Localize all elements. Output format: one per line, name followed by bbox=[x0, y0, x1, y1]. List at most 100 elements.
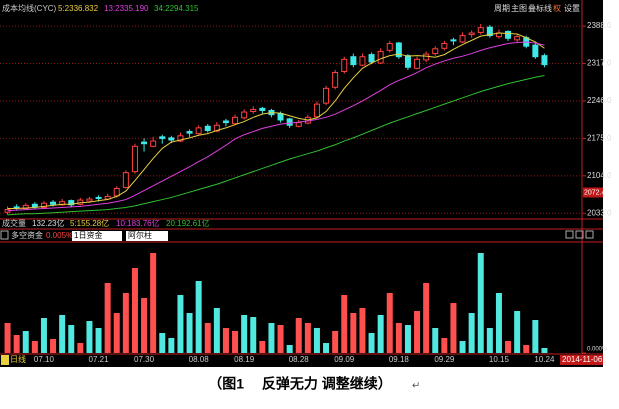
toolbar-item[interactable]: 叠标线 bbox=[528, 3, 552, 13]
date-badge bbox=[560, 355, 603, 365]
x-tick-label: 10.24 bbox=[534, 355, 555, 364]
candle-body bbox=[68, 200, 75, 206]
dropdown[interactable] bbox=[72, 231, 122, 241]
bar bbox=[195, 281, 202, 353]
x-tick-label: 09.09 bbox=[334, 355, 355, 364]
bar bbox=[459, 341, 466, 353]
candle-body bbox=[204, 125, 211, 132]
candle-body bbox=[341, 58, 348, 72]
candle-body bbox=[486, 26, 493, 37]
bar bbox=[295, 318, 302, 353]
indicator-title: 成本均线(CYC) bbox=[2, 3, 57, 13]
dropdown-text[interactable]: 1日资金 bbox=[74, 230, 102, 240]
ma-line bbox=[7, 75, 545, 216]
x-tick-label: 08.19 bbox=[234, 355, 255, 364]
toolbar-item[interactable]: 设置 bbox=[564, 3, 580, 13]
ma-line bbox=[7, 41, 545, 212]
candle-body bbox=[232, 116, 239, 125]
price-badge bbox=[583, 187, 603, 198]
toolbar-item[interactable]: 权 bbox=[553, 3, 561, 13]
y-tick-label: 0.000% bbox=[587, 347, 608, 353]
return-mark: ↵ bbox=[412, 381, 420, 392]
candle-body bbox=[241, 111, 248, 119]
dropdown-text[interactable]: 阿尔柱 bbox=[128, 230, 152, 240]
bar bbox=[113, 313, 120, 353]
bar bbox=[341, 295, 348, 353]
dropdown[interactable] bbox=[126, 231, 168, 241]
candle-body bbox=[459, 35, 466, 43]
candle-body bbox=[532, 44, 539, 58]
caption: （图1 反弹无力 调整继续） bbox=[208, 376, 392, 392]
candle-body bbox=[350, 56, 357, 66]
bar bbox=[404, 325, 411, 353]
candle-body bbox=[95, 196, 102, 199]
panel-title: 多空资金 bbox=[11, 230, 43, 240]
candle-body bbox=[423, 53, 430, 61]
bar bbox=[31, 341, 38, 353]
bar bbox=[332, 331, 339, 353]
candle-body bbox=[186, 131, 193, 134]
bar bbox=[50, 339, 57, 353]
bar bbox=[514, 311, 521, 353]
candle-body bbox=[159, 136, 166, 139]
y-tick-label: 2246.0 bbox=[587, 96, 612, 105]
y-tick-label: 2388.0 bbox=[587, 21, 612, 30]
candle-body bbox=[386, 43, 393, 51]
x-tick-label: 08.08 bbox=[189, 355, 210, 364]
candle-body bbox=[250, 108, 257, 113]
bar bbox=[232, 331, 239, 353]
x-tick-label: 09.29 bbox=[434, 355, 455, 364]
bar bbox=[4, 323, 11, 353]
bar bbox=[177, 295, 184, 353]
bar bbox=[359, 308, 366, 353]
ma-line bbox=[7, 32, 545, 210]
candle-body bbox=[313, 103, 320, 118]
candle-body bbox=[131, 145, 138, 173]
bar bbox=[168, 338, 175, 353]
volume-label: 成交量 bbox=[2, 218, 26, 228]
panel-icon[interactable] bbox=[575, 230, 584, 239]
candle-body bbox=[468, 32, 475, 36]
panel-icon[interactable] bbox=[565, 230, 574, 239]
candle-body bbox=[414, 58, 421, 69]
panel-icon[interactable] bbox=[585, 230, 594, 239]
candle-body bbox=[477, 27, 484, 33]
toolbar-item[interactable]: 主图 bbox=[511, 3, 527, 13]
candle-body bbox=[22, 204, 29, 210]
period-marker bbox=[1, 355, 9, 365]
x-tick-label: 09.18 bbox=[389, 355, 410, 364]
candle-body bbox=[295, 122, 302, 127]
candle-body bbox=[259, 107, 266, 111]
volume-value: 132.23亿 bbox=[32, 218, 64, 228]
ma-label: 34:2294.315 bbox=[154, 4, 199, 13]
candle-body bbox=[177, 135, 184, 142]
volume-ma: 10:183.76亿 bbox=[116, 218, 160, 228]
candle-body bbox=[332, 72, 339, 88]
candle-body bbox=[323, 87, 330, 104]
bar bbox=[477, 253, 484, 353]
toolbar-item[interactable]: 周期 bbox=[494, 4, 510, 13]
bar bbox=[131, 268, 138, 353]
bar bbox=[323, 343, 330, 353]
bar bbox=[441, 338, 448, 353]
bar bbox=[68, 325, 75, 353]
bar bbox=[432, 328, 439, 353]
candle-body bbox=[432, 48, 439, 55]
bar bbox=[22, 331, 29, 353]
bar bbox=[286, 345, 293, 353]
bar bbox=[368, 333, 375, 353]
candle-body bbox=[505, 30, 512, 39]
candle-body bbox=[404, 55, 411, 68]
y-tick-label: 2104.0 bbox=[587, 171, 612, 180]
candle-body bbox=[141, 141, 148, 145]
candle-body bbox=[441, 43, 448, 49]
candle-body bbox=[168, 137, 175, 141]
bar bbox=[259, 341, 266, 353]
candle-body bbox=[13, 206, 20, 209]
panel-icon[interactable] bbox=[0, 230, 9, 240]
bar bbox=[486, 328, 493, 353]
price-label: 2072.4 bbox=[584, 189, 606, 196]
panel-value: 0.005% bbox=[46, 231, 73, 240]
bar bbox=[213, 308, 220, 353]
